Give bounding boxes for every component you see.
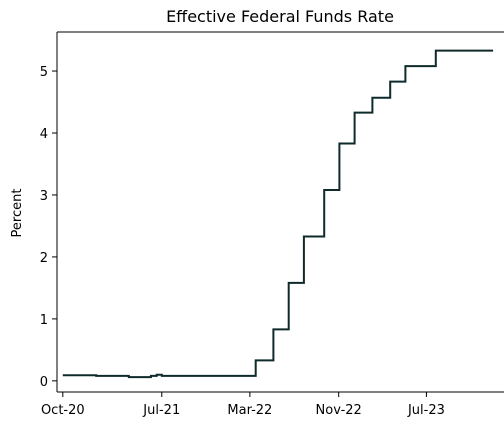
- y-tick-label: 4: [40, 127, 48, 142]
- y-tick-label: 1: [40, 313, 48, 328]
- y-axis-label: Percent: [10, 189, 25, 238]
- y-tick-label: 0: [40, 375, 48, 390]
- y-tick-label: 2: [40, 251, 48, 266]
- chart-title: Effective Federal Funds Rate: [166, 7, 394, 26]
- y-ticks-group: 0 1 2 3 4 5: [40, 65, 57, 390]
- x-tick-label: Jul-23: [407, 403, 445, 418]
- y-tick-label: 5: [40, 65, 48, 80]
- series-group: [62, 49, 494, 379]
- series-line: [62, 49, 494, 379]
- x-tick-label: Nov-22: [316, 403, 362, 418]
- x-tick-label: Jul-21: [142, 403, 180, 418]
- y-tick-label: 3: [40, 189, 48, 204]
- x-tick-label: Oct-20: [41, 403, 85, 418]
- x-tick-label: Mar-22: [227, 403, 272, 418]
- x-ticks-group: Oct-20 Jul-21 Mar-22 Nov-22 Jul-23: [41, 392, 445, 418]
